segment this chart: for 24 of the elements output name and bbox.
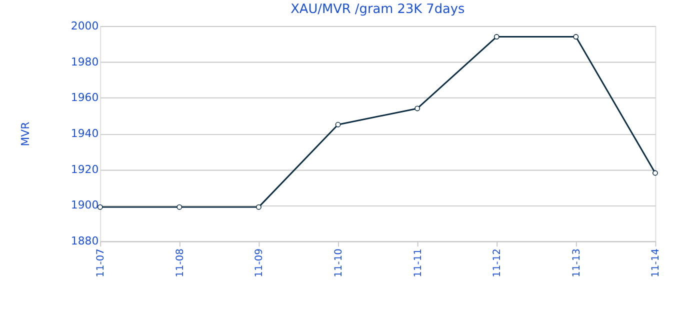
point xyxy=(414,106,420,112)
x-tick-label: 11-13 xyxy=(571,248,582,278)
y-axis-title: MVR xyxy=(19,121,32,146)
chart-title: XAU/MVR /gram 23K 7days xyxy=(290,2,466,18)
x-tick-label: 11-09 xyxy=(254,248,266,278)
point xyxy=(335,122,341,128)
y-tick-label: 1960 xyxy=(70,91,99,104)
x-tick-label: 11-11 xyxy=(412,248,424,278)
point xyxy=(652,170,658,176)
y-tick-label: 1900 xyxy=(70,198,99,212)
x-tick-label: 11-08 xyxy=(174,248,186,278)
y-tick-label: 1920 xyxy=(70,162,99,176)
y-tick-label: 1940 xyxy=(70,127,99,140)
point xyxy=(256,204,262,210)
point xyxy=(494,34,500,40)
point xyxy=(573,34,579,40)
x-tick-label: 11-14 xyxy=(650,248,662,278)
y-tick-label: 2000 xyxy=(70,19,99,32)
x-tick-label: 11-07 xyxy=(96,248,107,278)
y-tick-label: 1880 xyxy=(70,234,99,248)
x-tick-label: 11-12 xyxy=(492,248,504,278)
x-tick-label: 11-10 xyxy=(333,248,344,278)
point xyxy=(176,204,182,210)
y-tick-label: 1980 xyxy=(70,55,99,68)
